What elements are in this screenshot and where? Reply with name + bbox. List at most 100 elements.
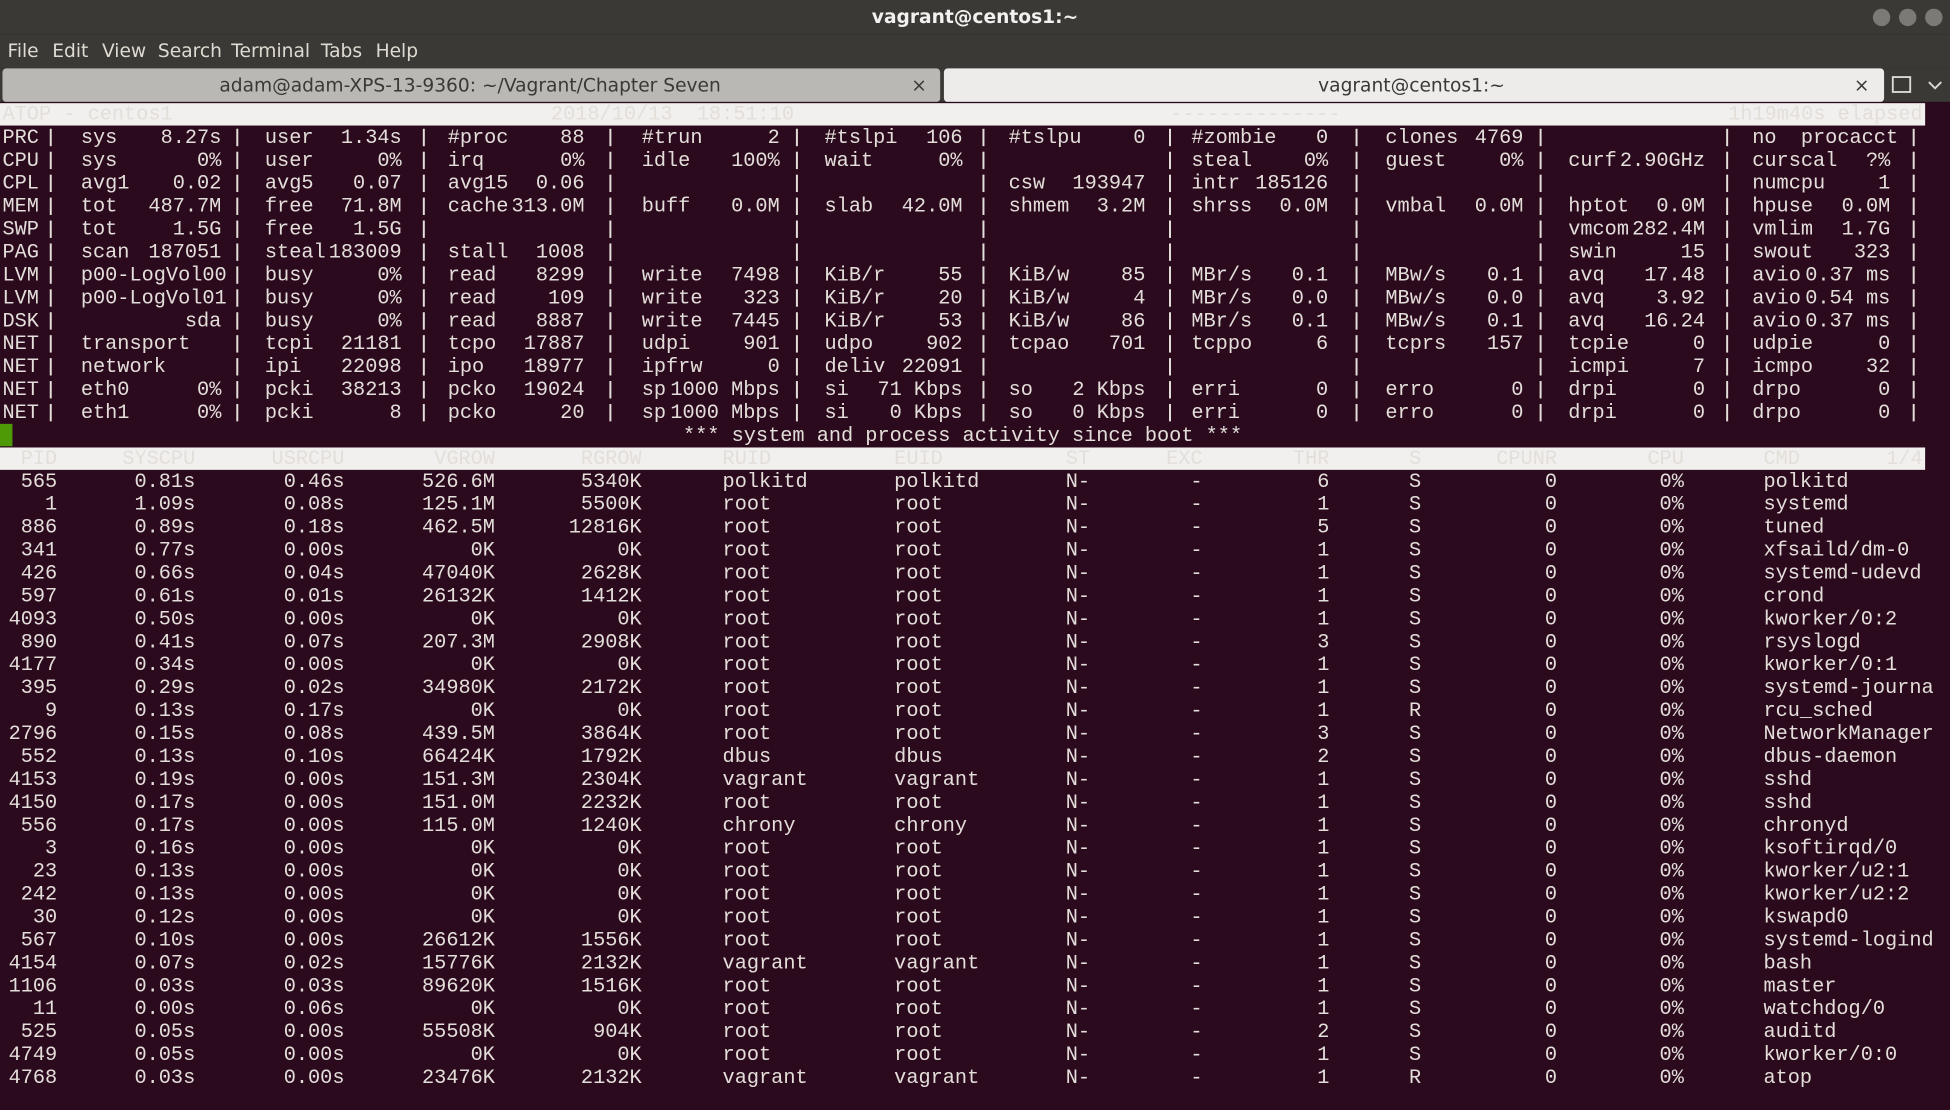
field-value: 0.1 [1292,264,1328,287]
field-name: steal [1191,150,1252,173]
process-cell: - [1190,700,1202,723]
separator [609,243,612,261]
field-value: 0 [1511,402,1523,425]
menu-item[interactable]: Tabs [320,41,362,62]
separator [1169,381,1171,399]
resource-label: NET [2,333,38,356]
field-value: 42.0M [902,196,963,219]
resource-label: CPL [2,173,38,196]
field-value: 0.37 ms [1805,264,1890,287]
field-name: so [1009,402,1033,425]
separator [1726,289,1729,307]
menu-item[interactable]: View [102,41,146,62]
field-value: 0.0M [1280,196,1329,219]
process-cell: 526.6M [422,471,495,494]
process-cell: 207.3M [422,631,495,654]
tab-active[interactable] [943,68,1885,102]
process-cell: 1 [1317,998,1329,1021]
process-cell: 556 [21,815,57,838]
process-cell: 1 [1317,815,1329,838]
separator [1355,358,1358,376]
field-name: KiB/w [1009,287,1070,310]
field-name: KiB/w [1009,310,1070,333]
field-value: 1.7G [1842,219,1891,242]
process-cell: - [1190,792,1202,815]
field-value: 0% [197,402,222,425]
process-cell: 1 [1317,1067,1329,1090]
menu-item[interactable]: Terminal [230,41,310,62]
field-value: 71.8M [341,196,402,219]
process-cell: N- [1066,975,1090,998]
tab-menu-button[interactable] [1928,81,1942,90]
field-name: erro [1385,379,1434,402]
menu-item[interactable]: Help [376,41,418,62]
close-button[interactable] [1925,8,1943,27]
field-name: si [825,402,849,425]
field-name: shmem [1009,196,1070,219]
field-name: stall [448,242,509,265]
new-tab-button[interactable] [1891,76,1912,93]
separator [49,381,52,399]
field-value: 109 [548,287,584,310]
process-cell: N- [1066,1044,1090,1067]
process-cell: 0K [617,861,642,884]
field-name: udpi [642,333,691,356]
process-cell: N- [1066,769,1090,792]
tab-label[interactable]: adam@adam-XPS-13-9360: ~/Vagrant/Chapter… [219,75,721,96]
process-cell: root [894,907,943,930]
minimize-button[interactable] [1872,8,1891,27]
process-cell: root [894,998,943,1021]
tab[interactable] [2,68,941,102]
process-cell: S [1409,861,1421,884]
process-cell: 1 [1317,952,1329,975]
separator [1355,151,1358,170]
field-value: 0% [560,150,585,173]
tab-close[interactable]: × [1854,75,1870,96]
process-cell: sshd [1763,769,1812,792]
process-cell: 0.17s [134,815,195,838]
process-cell: N- [1066,723,1090,746]
field-name: vmbal [1385,196,1446,219]
process-cell: N- [1066,631,1090,654]
resource-label: MEM [2,196,38,219]
column-header: CPUNR [1496,448,1557,471]
process-cell: S [1409,631,1421,654]
field-name: guest [1385,150,1446,173]
process-cell: 4150 [9,792,58,815]
menu-item[interactable]: Search [158,41,222,62]
process-cell: 151.3M [422,769,495,792]
field-value: 487.7M [148,196,221,219]
menu-item[interactable]: File [7,41,38,62]
process-cell: 0.00s [284,907,345,930]
process-cell: - [1190,654,1202,677]
separator [1169,358,1171,376]
process-cell: S [1409,907,1421,930]
menu-item[interactable]: Edit [52,41,88,62]
process-cell: 0.00s [284,815,345,838]
tab-label[interactable]: vagrant@centos1:~ [1318,75,1505,96]
field-value: 0 Kbps [890,402,963,425]
separator [236,335,239,353]
field-value: 323 [743,287,779,310]
process-cell: 3 [45,838,57,861]
field-value: 0 [1316,127,1328,150]
process-cell: 0.02s [284,952,345,975]
field-value: 0 [1693,379,1705,402]
separator [1912,243,1915,261]
field-name: hpuse [1752,196,1813,219]
separator [49,197,52,215]
tab-close[interactable]: × [911,75,927,96]
field-value: 0 [1316,402,1328,425]
field-value: 313.0M [512,196,585,219]
process-cell: S [1409,1044,1421,1067]
field-name: pcki [265,402,314,425]
process-cell: 0% [1660,815,1685,838]
separator [1539,174,1542,193]
resource-label: PAG [2,242,38,265]
process-cell: 0 [1545,975,1557,998]
maximize-button[interactable] [1899,8,1917,27]
process-cell: 4749 [9,1044,58,1067]
process-cell: 0 [1545,929,1557,952]
field-value: sda [185,310,221,333]
process-cell: 55508K [422,1021,496,1044]
